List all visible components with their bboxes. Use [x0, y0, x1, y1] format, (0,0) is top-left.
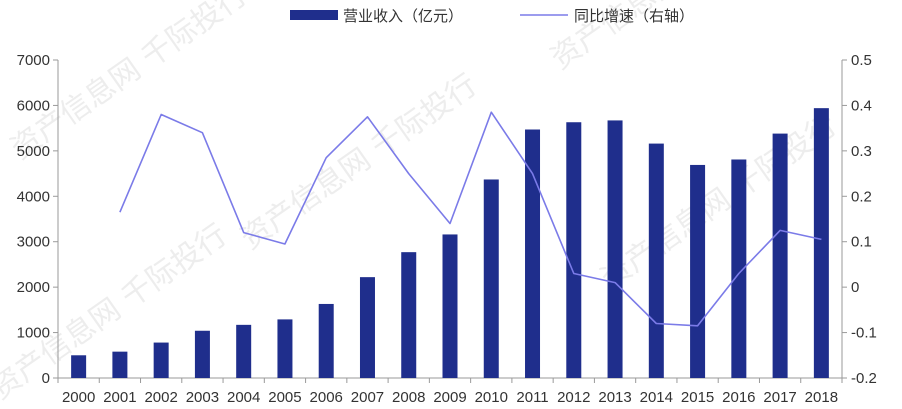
bar	[566, 122, 582, 378]
x-tick-label: 2009	[433, 389, 466, 406]
bar	[690, 164, 706, 378]
x-tick-label: 2015	[681, 389, 714, 406]
watermark-text: 资产信息网 千际投行	[595, 108, 844, 297]
x-tick-label: 2017	[763, 389, 796, 406]
x-tick-label: 2012	[557, 389, 590, 406]
x-tick-label: 2004	[227, 389, 260, 406]
left-tick-label: 1000	[17, 325, 50, 342]
bar	[401, 252, 417, 378]
legend-line-label: 同比增速（右轴）	[574, 7, 694, 25]
bar	[194, 330, 210, 378]
left-tick-label: 7000	[17, 52, 50, 69]
x-tick-label: 2016	[722, 389, 755, 406]
watermark-text: 资产信息网 千际投行	[235, 68, 484, 257]
bar	[359, 277, 375, 378]
bar	[731, 159, 747, 378]
x-tick-label: 2018	[805, 389, 838, 406]
bar	[772, 133, 788, 378]
left-tick-label: 2000	[17, 279, 50, 296]
x-tick-label: 2006	[310, 389, 343, 406]
line-series	[119, 111, 822, 327]
right-tick-label: -0.1	[851, 325, 877, 342]
bar	[813, 108, 829, 378]
x-tick-label: 2013	[598, 389, 631, 406]
watermark-text: 资产信息网 千际投行	[5, 0, 254, 167]
x-tick-label: 2010	[475, 389, 508, 406]
x-tick-label: 2011	[516, 389, 548, 406]
legend-bar-swatch	[290, 10, 338, 20]
right-tick-label: 0.4	[851, 97, 872, 114]
right-tick-label: 0.1	[851, 234, 872, 251]
bar	[277, 319, 293, 378]
legend-bar-label: 营业收入（亿元）	[343, 7, 463, 25]
bar	[442, 234, 458, 378]
x-tick-label: 2001	[103, 389, 136, 406]
right-tick-label: 0.2	[851, 188, 872, 205]
x-tick-label: 2008	[392, 389, 425, 406]
left-tick-label: 6000	[17, 97, 50, 114]
x-tick-label: 2007	[351, 389, 384, 406]
bar	[71, 355, 87, 378]
bar	[525, 129, 541, 378]
x-tick-label: 2000	[62, 389, 95, 406]
left-tick-label: 4000	[17, 188, 50, 205]
left-tick-label: 3000	[17, 234, 50, 251]
right-tick-label: 0	[851, 279, 859, 296]
legend: 营业收入（亿元） 同比增速（右轴）	[290, 7, 694, 25]
x-tick-label: 2005	[268, 389, 301, 406]
bar-series	[71, 108, 829, 379]
x-tick-label: 2002	[144, 389, 177, 406]
left-tick-label: 5000	[17, 143, 50, 160]
bar	[607, 120, 623, 379]
right-tick-label: 0.5	[851, 52, 872, 69]
bar	[318, 303, 334, 378]
bar	[483, 179, 499, 378]
bar	[112, 351, 128, 378]
bar	[236, 324, 252, 378]
bar	[153, 342, 169, 378]
axes: 0 1000 2000 3000 4000 5000 6000 7000 -0.2 -0.1 0 0.…	[17, 52, 877, 406]
bar	[648, 143, 664, 378]
right-tick-label: 0.3	[851, 143, 872, 160]
right-tick-label: -0.2	[851, 370, 877, 387]
x-tick-label: 2014	[640, 389, 673, 406]
left-tick-label: 0	[42, 370, 50, 387]
x-tick-label: 2003	[186, 389, 219, 406]
growth-line	[119, 111, 822, 327]
